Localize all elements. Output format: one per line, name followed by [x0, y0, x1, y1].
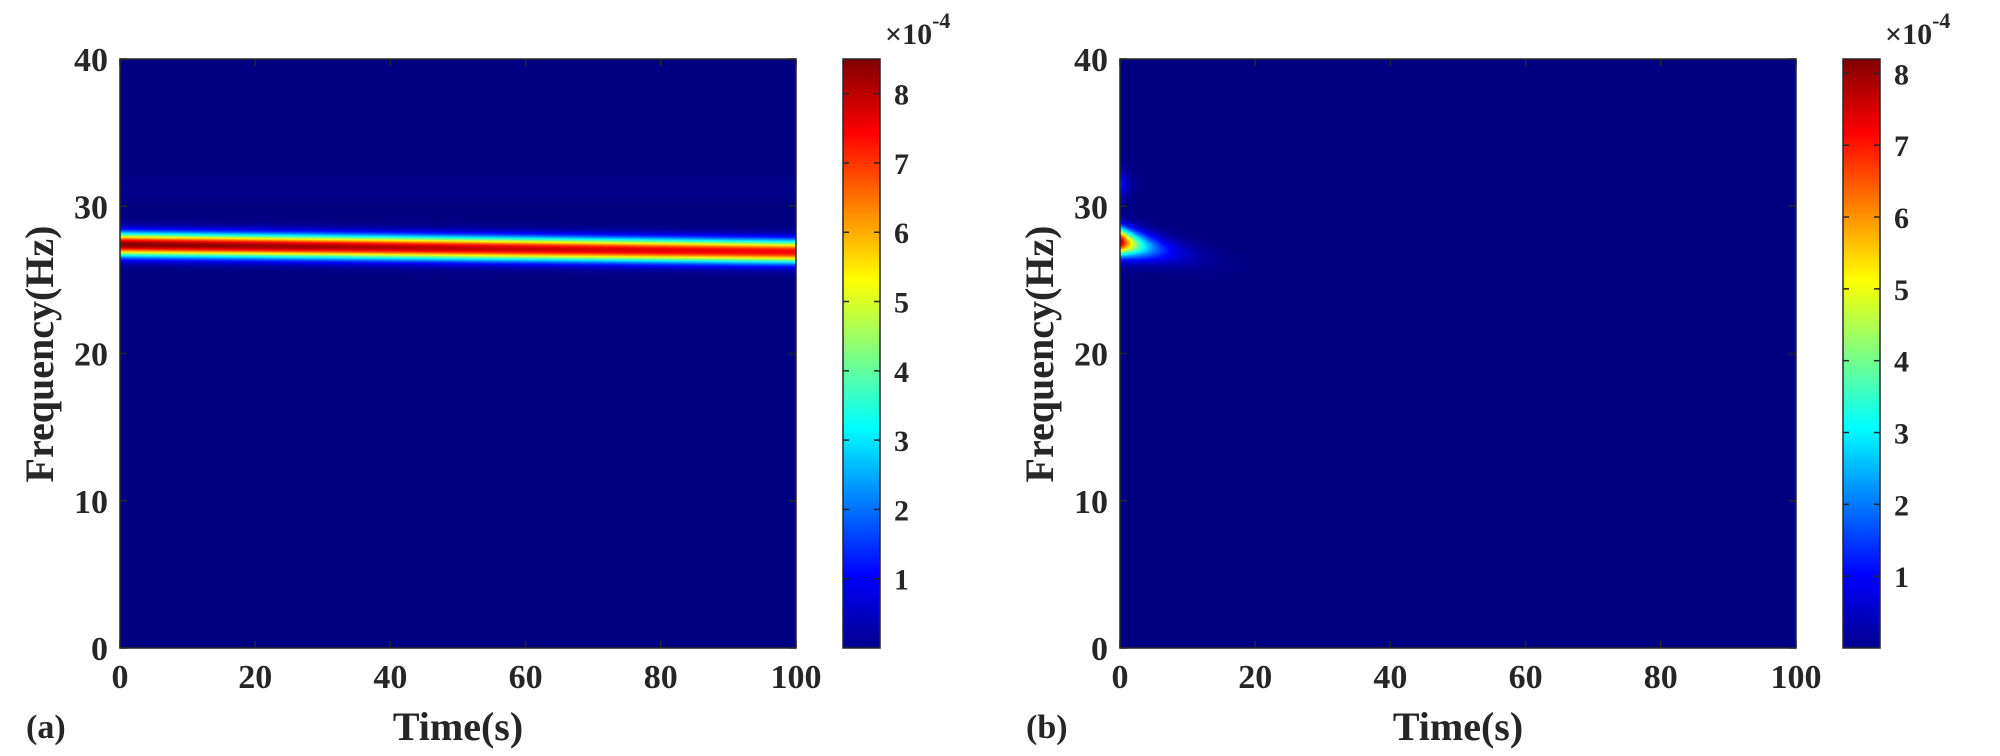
y-axis-title-b: Frequency(Hz)	[1017, 226, 1062, 483]
x-tick-label-a: 40	[373, 659, 407, 696]
y-tick-label-b: 0	[1091, 631, 1108, 668]
panel-label-b: (b)	[1026, 709, 1068, 746]
y-tick-label-b: 20	[1074, 337, 1108, 374]
x-tick-label-b: 100	[1771, 659, 1822, 696]
x-axis-title-a: Time(s)	[393, 704, 523, 749]
y-tick-label-a: 10	[74, 484, 108, 521]
colorbar-b	[1842, 58, 1881, 649]
colorbar-tick-label-a: 1	[894, 564, 909, 597]
y-tick-label-a: 30	[74, 189, 108, 226]
colorbar-tick-label-b: 4	[1894, 346, 1909, 379]
y-axis-title-a: Frequency(Hz)	[17, 226, 62, 483]
heatmap-a	[120, 59, 796, 648]
x-tick-label-a: 60	[509, 659, 543, 696]
y-tick-label-a: 40	[74, 42, 108, 79]
colorbar-tick-label-b: 8	[1894, 58, 1909, 91]
x-tick-label-a: 80	[644, 659, 678, 696]
heatmap-b	[1120, 59, 1796, 648]
y-ticks-a: 0 10 20 30 40	[74, 42, 796, 668]
colorbar-ticks-a: 1 2 3 4 5 6 7 8	[843, 79, 909, 597]
colorbar-tick-label-a: 3	[894, 425, 909, 458]
x-tick-label-b: 40	[1373, 659, 1407, 696]
x-ticks-a: 0 20 40 60 80 100	[112, 59, 822, 696]
y-ticks-b: 0 10 20 30 40	[1074, 42, 1796, 668]
colorbar-tick-label-b: 3	[1894, 418, 1909, 451]
colorbar-tick-label-b: 7	[1894, 130, 1909, 163]
x-axis-title-b: Time(s)	[1393, 704, 1523, 749]
colorbar-tick-label-b: 1	[1894, 561, 1909, 594]
colorbar-tick-label-a: 7	[894, 148, 909, 181]
x-tick-label-a: 0	[112, 659, 129, 696]
panel-a: 0 20 40 60 80 100 0 10 20 30 40 Time(s) Frequency…	[17, 8, 950, 749]
colorbar-tick-label-a: 2	[894, 494, 909, 527]
colorbar-exponent-b: ×10-4	[1885, 8, 1950, 51]
colorbar-tick-label-a: 4	[894, 356, 909, 389]
colorbar-tick-label-a: 6	[894, 217, 909, 250]
x-tick-label-a: 100	[771, 659, 822, 696]
colorbar-exponent-a: ×10-4	[885, 8, 950, 51]
colorbar-tick-label-a: 5	[894, 287, 909, 320]
x-tick-label-b: 60	[1509, 659, 1543, 696]
colorbar-a	[842, 58, 881, 649]
colorbar-ticks-b: 1 2 3 4 5 6 7 8	[1843, 58, 1909, 594]
x-ticks-b: 0 20 40 60 80 100	[1112, 59, 1822, 696]
y-tick-label-a: 20	[74, 337, 108, 374]
colorbar-tick-label-b: 2	[1894, 489, 1909, 522]
colorbar-tick-label-a: 8	[894, 79, 909, 112]
y-tick-label-b: 30	[1074, 189, 1108, 226]
colorbar-tick-label-b: 5	[1894, 274, 1909, 307]
x-tick-label-b: 0	[1112, 659, 1129, 696]
y-tick-label-b: 10	[1074, 484, 1108, 521]
x-tick-label-a: 20	[238, 659, 272, 696]
colorbar-tick-label-b: 6	[1894, 202, 1909, 235]
y-tick-label-b: 40	[1074, 42, 1108, 79]
x-tick-label-b: 20	[1238, 659, 1272, 696]
y-tick-label-a: 0	[91, 631, 108, 668]
panel-label-a: (a)	[26, 709, 66, 746]
x-tick-label-b: 80	[1644, 659, 1678, 696]
panel-b: 0 20 40 60 80 100 0 10 20 30 40 Time(s) Frequency…	[1017, 8, 1950, 749]
